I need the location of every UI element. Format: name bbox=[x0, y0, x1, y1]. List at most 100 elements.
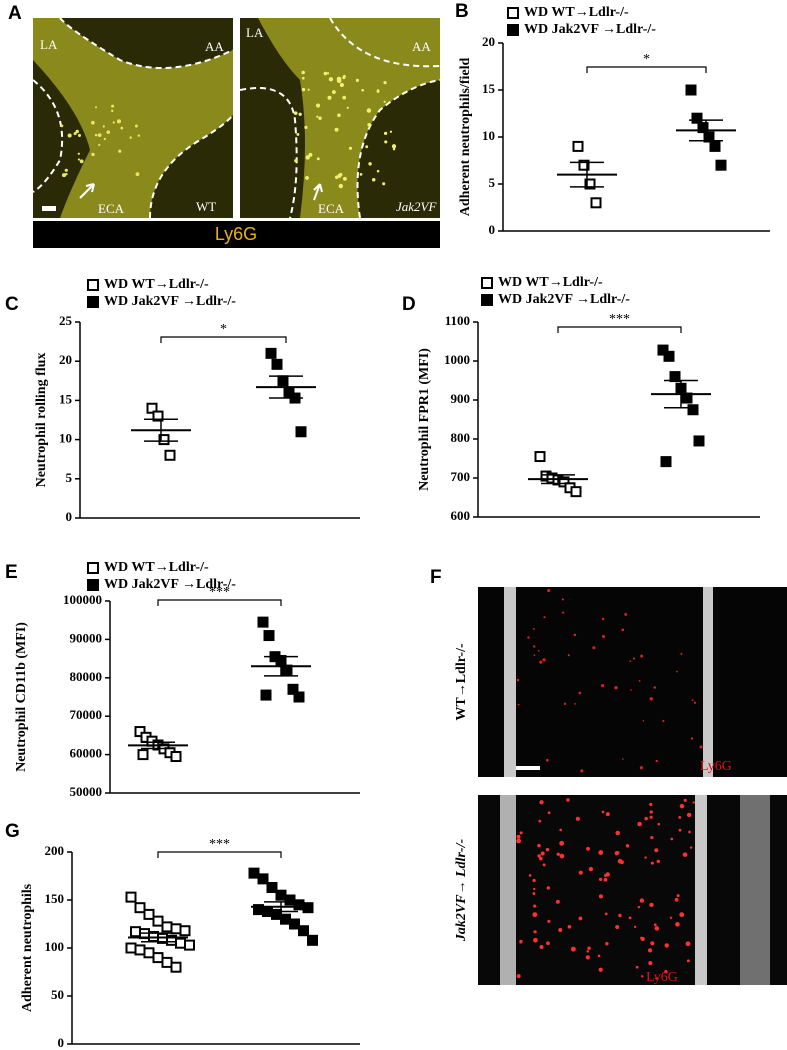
cell-dot bbox=[516, 838, 522, 844]
cell-dot bbox=[111, 104, 115, 108]
data-point bbox=[266, 882, 278, 894]
image-label: WT bbox=[196, 199, 216, 214]
data-point bbox=[184, 939, 195, 951]
y-tick-label: 5 bbox=[489, 175, 496, 190]
data-point bbox=[685, 84, 697, 96]
cell-dot bbox=[301, 70, 305, 75]
image-label: LA bbox=[246, 25, 264, 40]
cell-dot bbox=[533, 930, 537, 934]
cell-dot bbox=[366, 108, 372, 113]
cell-dot bbox=[376, 169, 380, 173]
panel-letter: G bbox=[5, 821, 20, 842]
cell-dot bbox=[301, 76, 305, 80]
cell-dot bbox=[60, 124, 64, 128]
data-point bbox=[570, 486, 582, 498]
cell-dot bbox=[371, 178, 376, 182]
data-point bbox=[289, 918, 300, 930]
cell-dot bbox=[532, 912, 538, 918]
cell-dot bbox=[365, 145, 369, 149]
cell-dot bbox=[77, 133, 82, 137]
y-axis-label: Adherent neutrophils bbox=[20, 883, 35, 1012]
cell-dot bbox=[634, 925, 637, 928]
cell-dot bbox=[664, 970, 668, 974]
data-point bbox=[179, 925, 191, 937]
stain-label: Ly6G bbox=[215, 224, 257, 244]
legend-label: WD WT→Ldlr-/- bbox=[524, 5, 629, 20]
y-tick-label: 0 bbox=[66, 509, 73, 524]
cell-dot bbox=[545, 847, 550, 852]
cell-dot bbox=[543, 616, 546, 619]
y-tick-label: 600 bbox=[451, 508, 471, 523]
cell-dot bbox=[561, 598, 564, 601]
cell-dot bbox=[539, 944, 544, 950]
cell-dot bbox=[675, 922, 680, 927]
cell-dot bbox=[111, 109, 114, 113]
y-tick-label: 800 bbox=[451, 430, 471, 445]
cell-dot bbox=[129, 136, 132, 139]
cell-dot bbox=[339, 82, 344, 88]
cell-dot bbox=[578, 916, 583, 921]
cell-dot bbox=[540, 851, 545, 856]
y-tick-label: 50 bbox=[51, 987, 64, 1002]
y-tick-label: 700 bbox=[451, 469, 471, 484]
cell-dot bbox=[342, 176, 347, 181]
cell-dot bbox=[642, 720, 645, 722]
y-tick-label: 900 bbox=[451, 391, 471, 406]
cell-dot bbox=[625, 844, 630, 848]
data-point bbox=[293, 691, 305, 703]
cell-dot bbox=[305, 155, 310, 160]
cell-dot bbox=[654, 848, 659, 853]
cell-dot bbox=[650, 941, 655, 946]
cell-dot bbox=[315, 103, 321, 108]
cell-dot bbox=[598, 850, 604, 855]
micrograph-jak2: LA AA ECA Jak2VF bbox=[239, 17, 441, 219]
cell-dot bbox=[614, 686, 618, 690]
cell-dot bbox=[644, 856, 647, 859]
cell-dot bbox=[556, 852, 560, 856]
data-point bbox=[158, 434, 170, 446]
cell-dot bbox=[601, 683, 605, 688]
cell-dot bbox=[653, 923, 657, 927]
image-label: Jak2VF bbox=[396, 199, 437, 214]
y-tick-label: 150 bbox=[45, 891, 65, 906]
y-tick-label: 100000 bbox=[63, 592, 102, 607]
cell-dot bbox=[542, 863, 546, 867]
cell-dot bbox=[679, 803, 685, 809]
cell-dot bbox=[293, 111, 298, 115]
cell-dot bbox=[689, 846, 693, 849]
cell-dot bbox=[648, 961, 653, 966]
cell-dot bbox=[615, 924, 620, 930]
cell-dot bbox=[537, 854, 541, 858]
cell-dot bbox=[676, 894, 680, 898]
cell-dot bbox=[392, 147, 396, 151]
cell-dot bbox=[656, 859, 660, 864]
cell-dot bbox=[573, 633, 577, 637]
cell-dot bbox=[533, 654, 536, 657]
cell-dot bbox=[685, 941, 691, 947]
legend-label: WD Jak2VF →Ldlr-/- bbox=[498, 292, 630, 307]
cell-dot bbox=[337, 113, 341, 118]
cell-dot bbox=[670, 837, 674, 841]
cell-dot bbox=[547, 589, 551, 593]
cell-dot bbox=[640, 936, 645, 942]
cell-dot bbox=[664, 943, 669, 948]
image-label: AA bbox=[412, 39, 431, 54]
cell-dot bbox=[624, 612, 628, 616]
data-point bbox=[697, 122, 709, 134]
cell-dot bbox=[637, 821, 642, 827]
cell-dot bbox=[649, 802, 653, 807]
cell-dot bbox=[75, 129, 79, 134]
significance-bracket bbox=[557, 326, 682, 333]
data-point bbox=[130, 926, 141, 938]
cell-dot bbox=[77, 152, 80, 155]
cell-dot bbox=[641, 975, 644, 978]
cell-dot bbox=[635, 965, 639, 969]
significance-bracket bbox=[160, 336, 287, 343]
cell-dot bbox=[630, 689, 632, 691]
cell-dot bbox=[528, 874, 532, 877]
data-point bbox=[663, 350, 675, 362]
cell-dot bbox=[586, 950, 590, 953]
y-tick-label: 0 bbox=[489, 222, 496, 237]
cell-dot bbox=[65, 172, 68, 176]
cell-dot bbox=[655, 759, 658, 763]
